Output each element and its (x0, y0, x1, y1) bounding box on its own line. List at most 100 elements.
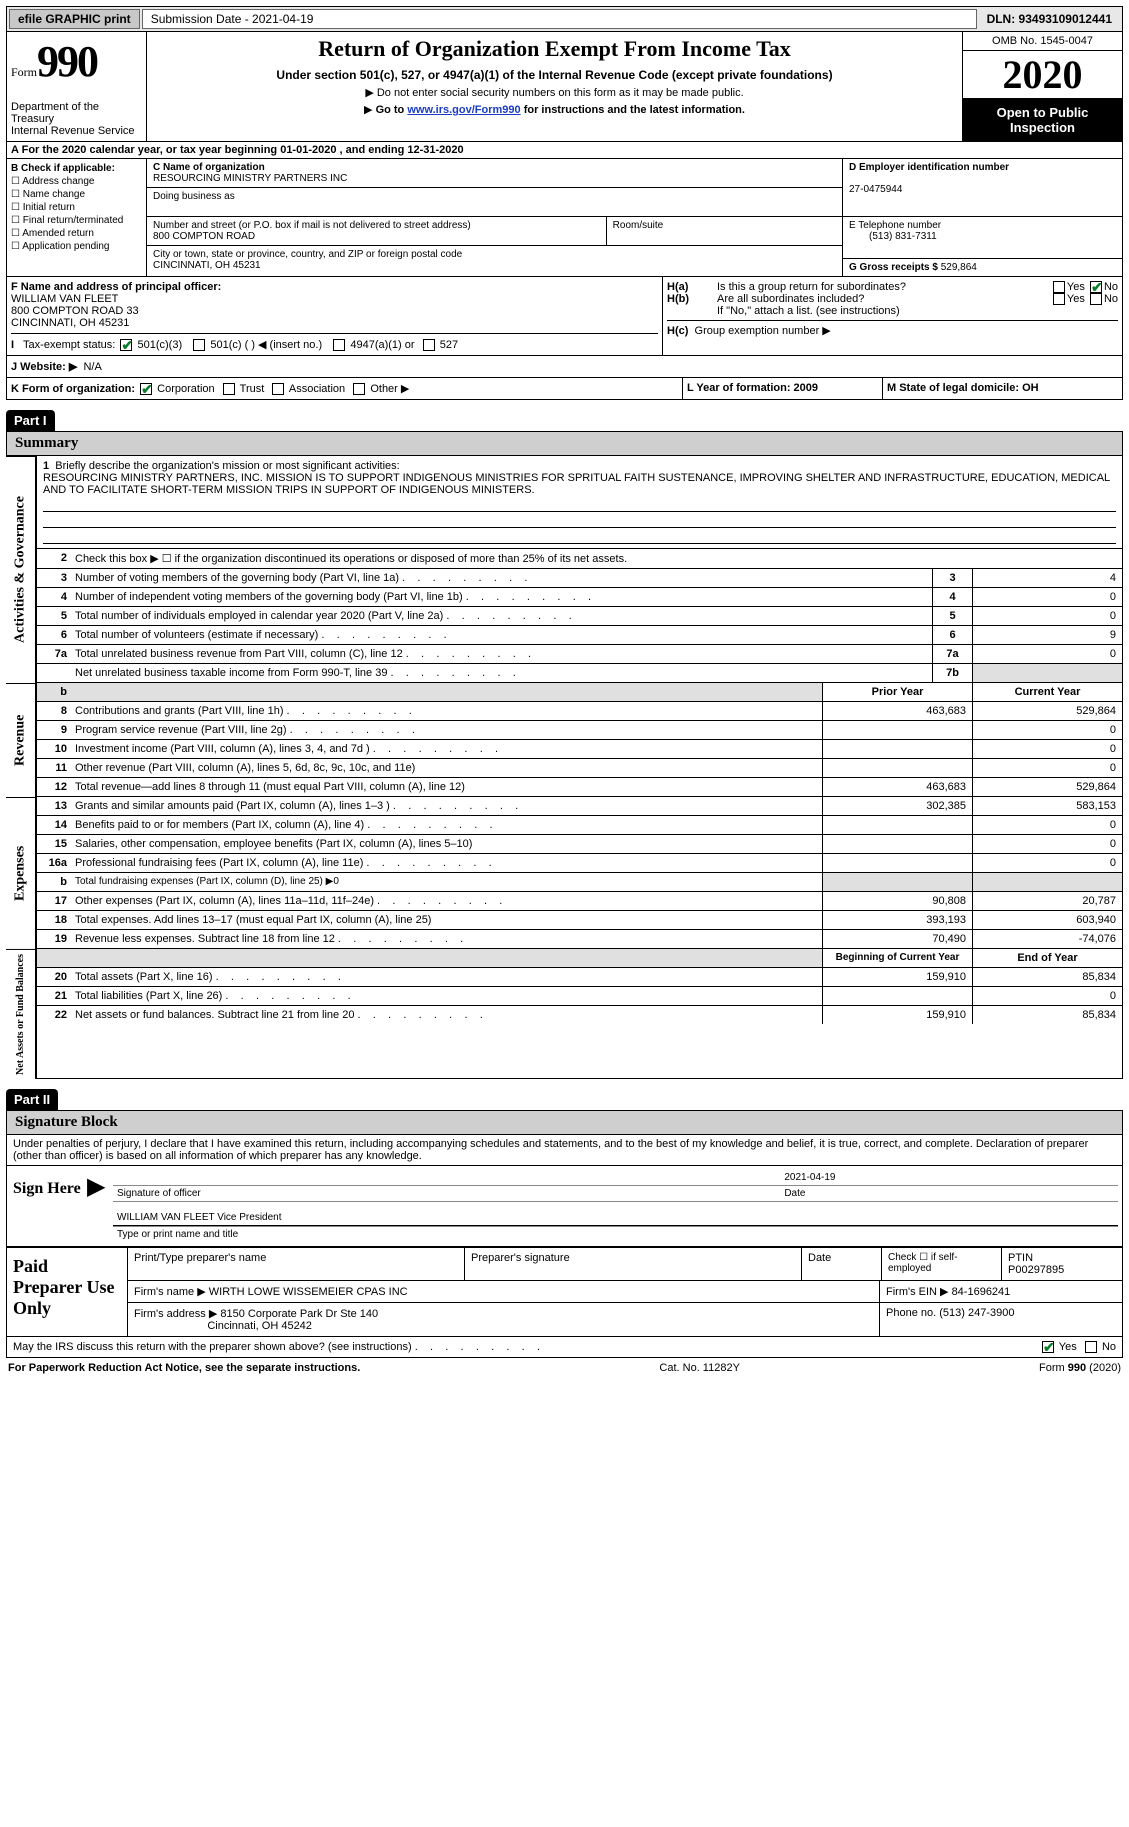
chk-ha-no[interactable] (1090, 281, 1102, 293)
hb-text: Are all subordinates included? (717, 293, 1051, 305)
chk-final-return[interactable]: Final return/terminated (11, 215, 142, 226)
prep-sig-hdr: Preparer's signature (465, 1248, 802, 1280)
sig-officer-label: Signature of officer (113, 1186, 780, 1201)
j-label: J Website: ▶ (11, 361, 77, 373)
line16a-cy: 0 (972, 854, 1122, 872)
chk-initial-return[interactable]: Initial return (11, 202, 142, 213)
chk-may-no[interactable] (1085, 1341, 1097, 1353)
firm-phone: (513) 247-3900 (939, 1307, 1014, 1319)
line5-val: 0 (972, 607, 1122, 625)
line20-ey: 85,834 (972, 968, 1122, 986)
may-irs-discuss: May the IRS discuss this return with the… (6, 1337, 1123, 1358)
line8-cy: 529,864 (972, 702, 1122, 720)
signature-declaration: Under penalties of perjury, I declare th… (6, 1135, 1123, 1166)
sig-date-val: 2021-04-19 (780, 1170, 1118, 1185)
officer-name: WILLIAM VAN FLEET (11, 293, 118, 305)
chk-hb-yes[interactable] (1053, 293, 1065, 305)
line10-cy: 0 (972, 740, 1122, 758)
line22-text: Net assets or fund balances. Subtract li… (71, 1006, 822, 1024)
line20-by: 159,910 (822, 968, 972, 986)
goto-prefix: Go to (376, 104, 408, 116)
line21-text: Total liabilities (Part X, line 26) (71, 987, 822, 1005)
footer-catno: Cat. No. 11282Y (659, 1362, 740, 1374)
end-year-hdr: End of Year (972, 949, 1122, 967)
chk-amended-return[interactable]: Amended return (11, 228, 142, 239)
chk-trust[interactable] (223, 383, 235, 395)
hc-text: Group exemption number ▶ (695, 325, 831, 337)
line15-text: Salaries, other compensation, employee b… (71, 835, 822, 853)
part1-title: Summary (6, 431, 1123, 456)
line22-by: 159,910 (822, 1006, 972, 1024)
firm-name-label: Firm's name ▶ (134, 1286, 206, 1298)
line7b-text: Net unrelated business taxable income fr… (71, 664, 932, 682)
line22-ey: 85,834 (972, 1006, 1122, 1024)
line20-text: Total assets (Part X, line 16) (71, 968, 822, 986)
mission-lead: Briefly describe the organization's miss… (55, 460, 399, 472)
k-label: K Form of organization: (11, 383, 135, 395)
f-h-row: F Name and address of principal officer:… (6, 277, 1123, 356)
line5-text: Total number of individuals employed in … (71, 607, 932, 625)
part2-title: Signature Block (6, 1110, 1123, 1135)
firm-addr1: 8150 Corporate Park Dr Ste 140 (220, 1308, 378, 1320)
dba-label: Doing business as (153, 191, 235, 202)
efile-print-button[interactable]: efile GRAPHIC print (9, 9, 140, 29)
footer-form: Form 990 (2020) (1039, 1362, 1121, 1374)
g-gross-label: G Gross receipts $ (849, 262, 938, 273)
e-phone-value: (513) 831-7311 (849, 231, 937, 242)
d-ein-value: 27-0475944 (849, 184, 902, 195)
chk-other[interactable] (353, 383, 365, 395)
irs-link[interactable]: www.irs.gov/Form990 (407, 104, 520, 116)
line8-py: 463,683 (822, 702, 972, 720)
line12-text: Total revenue—add lines 8 through 11 (mu… (71, 778, 822, 796)
sign-here-label: Sign Here (7, 1166, 87, 1246)
g-gross-value: 529,864 (941, 262, 977, 273)
row-a-calendar-year: A For the 2020 calendar year, or tax yea… (6, 142, 1123, 159)
line16a-text: Professional fundraising fees (Part IX, … (71, 854, 822, 872)
city-state-zip: CINCINNATI, OH 45231 (153, 260, 261, 271)
chk-4947[interactable] (333, 339, 345, 351)
chk-501c3[interactable] (120, 339, 132, 351)
line17-py: 90,808 (822, 892, 972, 910)
sign-here-block: Sign Here ▶ 2021-04-19 Signature of offi… (6, 1166, 1123, 1247)
chk-ha-yes[interactable] (1053, 281, 1065, 293)
line15-cy: 0 (972, 835, 1122, 853)
chk-501c[interactable] (193, 339, 205, 351)
ptin-label: PTIN (1008, 1252, 1033, 1264)
line17-text: Other expenses (Part IX, column (A), lin… (71, 892, 822, 910)
line18-text: Total expenses. Add lines 13–17 (must eq… (71, 911, 822, 929)
line9-py (822, 721, 972, 739)
form-word: Form (11, 65, 37, 79)
line14-text: Benefits paid to or for members (Part IX… (71, 816, 822, 834)
chk-application-pending[interactable]: Application pending (11, 241, 142, 252)
goto-note: Go to www.irs.gov/Form990 for instructio… (151, 103, 958, 116)
line13-py: 302,385 (822, 797, 972, 815)
beg-year-hdr: Beginning of Current Year (822, 949, 972, 967)
street-label: Number and street (or P.O. box if mail i… (153, 220, 471, 231)
chk-address-change[interactable]: Address change (11, 176, 142, 187)
chk-hb-no[interactable] (1090, 293, 1102, 305)
org-name: RESOURCING MINISTRY PARTNERS INC (153, 173, 347, 184)
current-year-hdr: Current Year (972, 683, 1122, 701)
ha-text: Is this a group return for subordinates? (717, 281, 1051, 293)
form-number: 990 (37, 37, 97, 86)
line16a-py (822, 854, 972, 872)
sig-name-label: Type or print name and title (113, 1227, 1118, 1242)
chk-assoc[interactable] (272, 383, 284, 395)
side-expenses: Expenses (6, 797, 36, 949)
line2: Check this box ▶ ☐ if the organization d… (71, 549, 1122, 568)
d-ein-label: D Employer identification number (849, 162, 1009, 173)
c-label: C Name of organization (153, 162, 265, 173)
firm-addr2: Cincinnati, OH 45242 (207, 1320, 312, 1332)
line6-val: 9 (972, 626, 1122, 644)
line7a-val: 0 (972, 645, 1122, 663)
chk-527[interactable] (423, 339, 435, 351)
form-title: Return of Organization Exempt From Incom… (151, 36, 958, 62)
chk-name-change[interactable]: Name change (11, 189, 142, 200)
mission-text: RESOURCING MINISTRY PARTNERS, INC. MISSI… (43, 472, 1116, 496)
chk-may-yes[interactable] (1042, 1341, 1054, 1353)
chk-corp[interactable] (140, 383, 152, 395)
paid-preparer-block: Paid Preparer Use Only Print/Type prepar… (6, 1247, 1123, 1337)
line7a-text: Total unrelated business revenue from Pa… (71, 645, 932, 663)
line21-by (822, 987, 972, 1005)
j-website-row: J Website: ▶ N/A (6, 356, 1123, 378)
